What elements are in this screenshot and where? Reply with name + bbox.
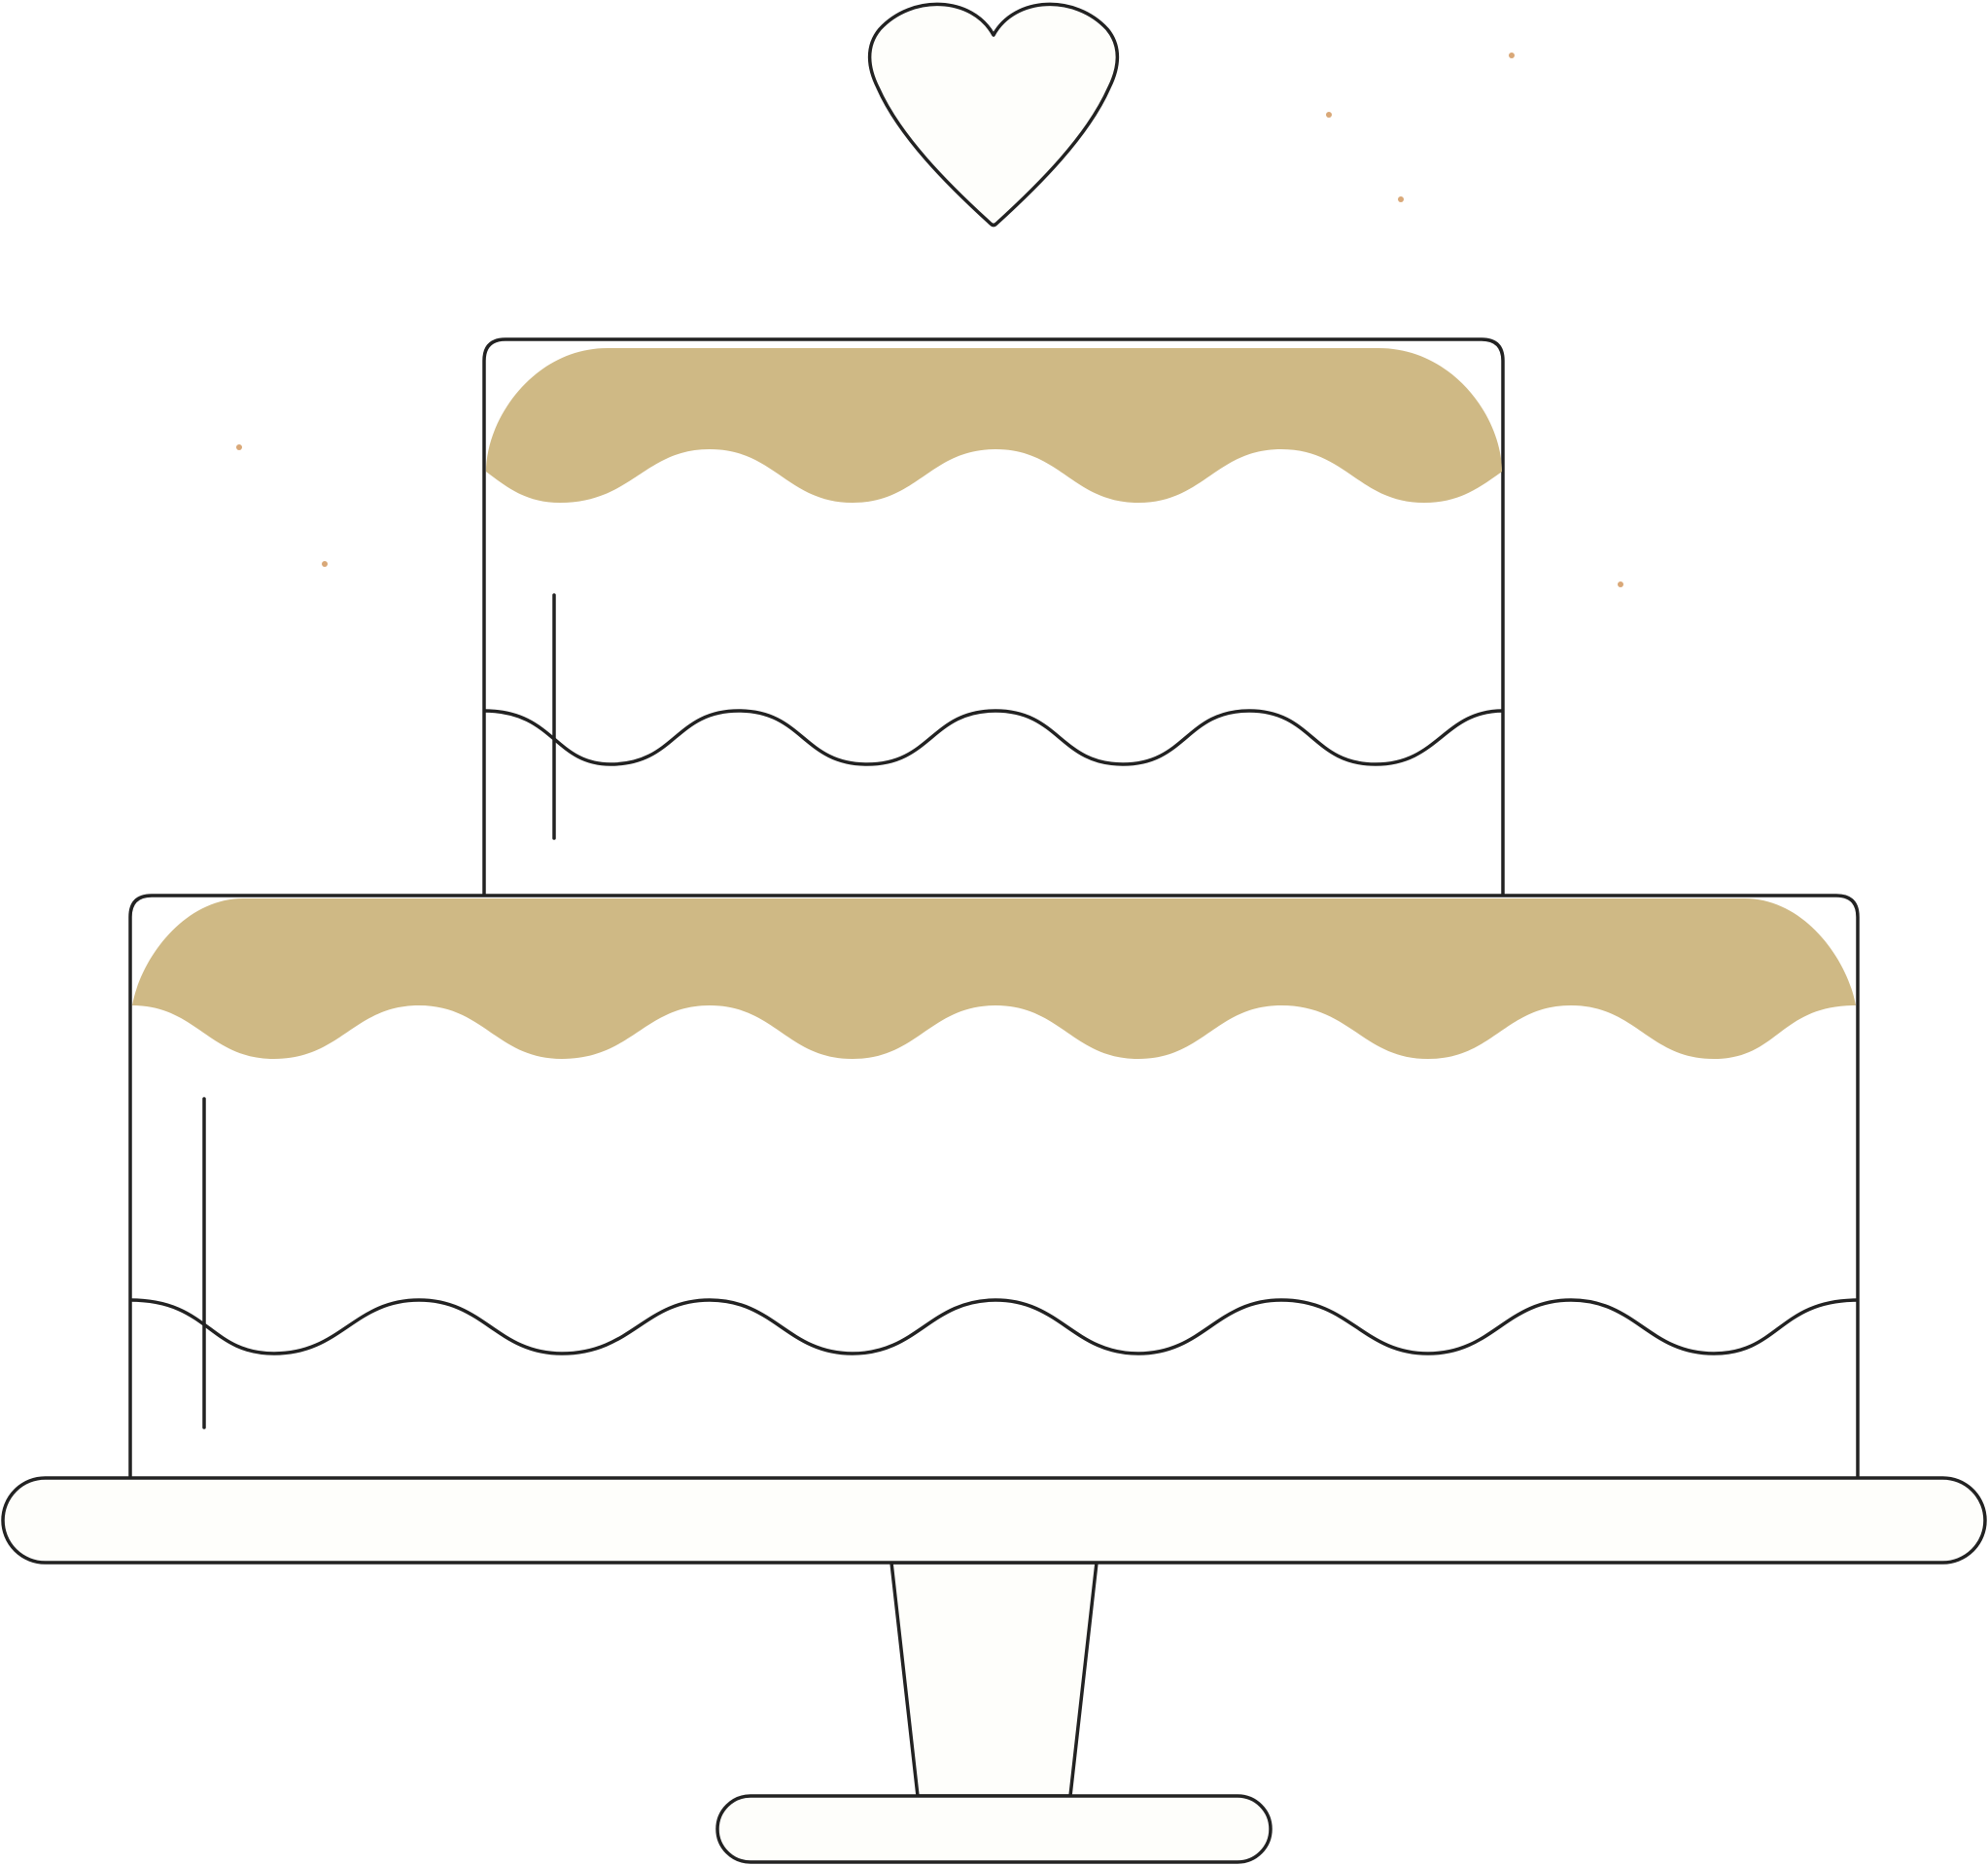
bottom-tier [128,894,1860,1478]
bottom-tier-wave-line [129,1298,1859,1355]
sparkle-icon [236,444,242,450]
top-tier-body [482,337,1505,895]
stand-pedestal [889,1561,1099,1798]
stand-plate [1,1476,1987,1565]
sparkle-icon [1326,112,1332,118]
cake-stand-icon [1,1476,1987,1864]
sparkle-icon [1509,53,1515,58]
sparkle-icon [1618,581,1623,587]
bottom-tier-frosting [132,898,1856,1059]
top-tier-wave-line [483,709,1504,766]
heart-icon [867,2,1120,228]
sparkle-icon [1398,196,1404,202]
top-tier-frosting [486,348,1502,503]
sparkles [236,53,1623,587]
sparkle-icon [322,561,328,567]
stand-base [715,1794,1273,1864]
top-tier [482,337,1505,895]
